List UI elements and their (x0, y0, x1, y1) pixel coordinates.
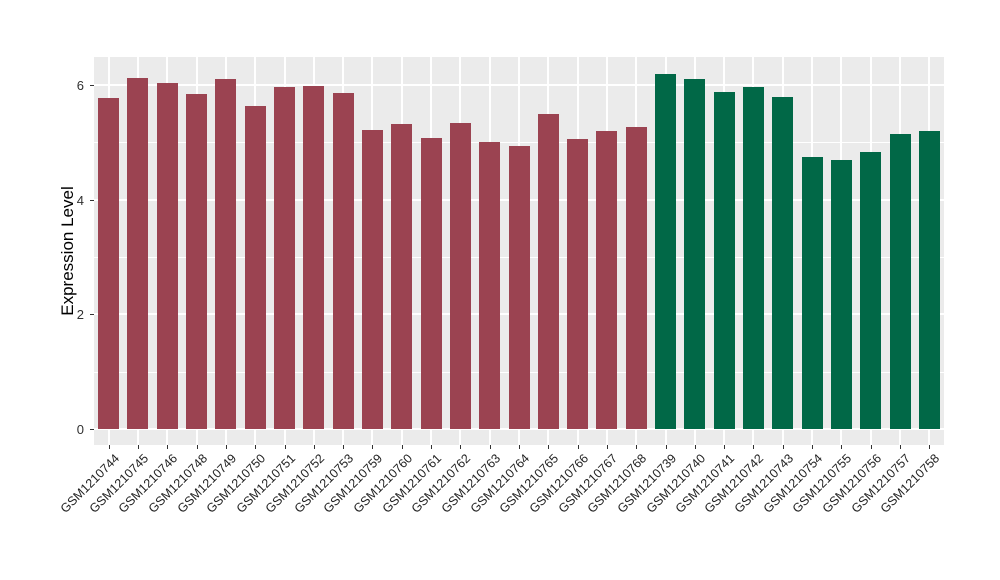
bar-GSM1210752 (303, 86, 325, 429)
bar-GSM1210742 (742, 86, 764, 429)
y-tick-mark (90, 85, 94, 87)
x-tick-mark (900, 445, 902, 449)
y-tick-mark (90, 429, 94, 430)
bar-GSM1210759 (361, 129, 383, 429)
x-tick-mark (401, 445, 403, 449)
bar-GSM1210751 (274, 86, 296, 429)
bar-GSM1210761 (420, 137, 442, 429)
y-tick-mark (90, 314, 94, 316)
x-tick-mark (694, 445, 696, 449)
bar-GSM1210756 (860, 152, 882, 429)
x-tick-mark (460, 445, 462, 449)
bar-GSM1210744 (98, 98, 120, 429)
bar-GSM1210764 (508, 145, 530, 429)
x-tick-mark (870, 445, 872, 449)
bar-GSM1210739 (655, 74, 677, 429)
bar-GSM1210755 (830, 159, 852, 429)
x-tick-mark (812, 445, 814, 449)
x-tick-mark (548, 445, 550, 449)
x-tick-mark (372, 445, 374, 449)
bar-GSM1210749 (215, 78, 237, 429)
bar-GSM1210763 (479, 141, 501, 429)
x-tick-mark (606, 445, 608, 449)
bar-GSM1210740 (684, 78, 706, 429)
bar-GSM1210757 (889, 133, 911, 429)
bar-GSM1210753 (332, 93, 354, 429)
x-tick-mark (167, 445, 169, 449)
x-tick-mark (489, 445, 491, 449)
bar-GSM1210758 (918, 130, 940, 429)
x-tick-mark (313, 445, 315, 449)
plot-panel (94, 57, 944, 445)
y-tick-mark (90, 199, 94, 201)
x-tick-mark (137, 445, 139, 449)
x-tick-mark (431, 445, 433, 449)
y-tick-label: 0 (76, 422, 84, 437)
x-tick-mark (284, 445, 286, 449)
bar-GSM1210760 (391, 124, 413, 429)
bar-GSM1210748 (186, 93, 208, 429)
bar-GSM1210766 (567, 139, 589, 429)
y-tick-label: 2 (76, 307, 84, 323)
x-tick-mark (255, 445, 257, 449)
x-tick-mark (343, 445, 345, 449)
bar-GSM1210762 (449, 122, 471, 429)
x-tick-mark (196, 445, 198, 449)
bar-GSM1210768 (625, 126, 647, 429)
x-tick-mark (665, 445, 667, 449)
bar-GSM1210741 (713, 91, 735, 429)
x-tick-mark (577, 445, 579, 449)
x-tick-mark (753, 445, 755, 449)
bar-GSM1210743 (772, 97, 794, 429)
bar-GSM1210767 (596, 130, 618, 429)
x-tick-mark (782, 445, 784, 449)
y-tick-label: 6 (76, 78, 84, 94)
bar-GSM1210746 (156, 82, 178, 429)
bar-GSM1210765 (537, 114, 559, 429)
x-tick-mark (724, 445, 726, 449)
bar-GSM1210750 (244, 105, 266, 429)
x-tick-mark (519, 445, 520, 449)
x-tick-mark (636, 445, 638, 449)
x-tick-mark (108, 445, 110, 449)
bar-GSM1210745 (127, 77, 149, 429)
bar-GSM1210754 (801, 157, 823, 429)
x-tick-mark (225, 445, 227, 449)
x-tick-mark (841, 445, 843, 449)
y-tick-label: 4 (76, 192, 84, 208)
x-tick-mark (929, 445, 931, 449)
